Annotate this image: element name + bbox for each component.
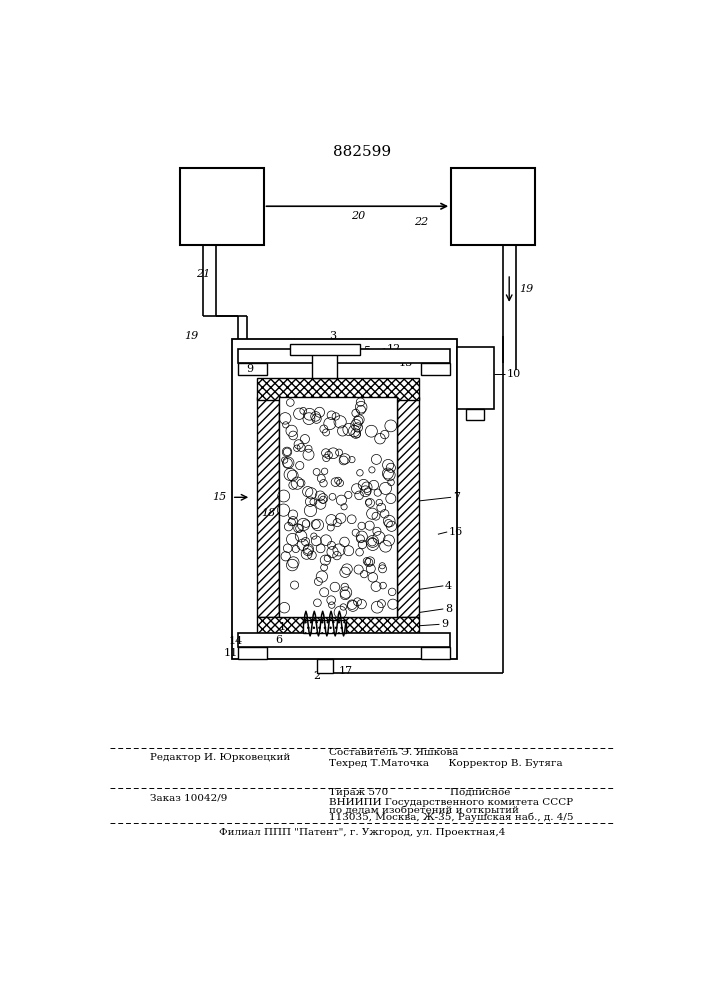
Bar	[466, 409, 484, 420]
Text: 9: 9	[246, 364, 253, 374]
Text: 12: 12	[387, 344, 401, 354]
Text: 1: 1	[279, 622, 286, 632]
Text: Тираж 570                   Подписное: Тираж 570 Подписное	[329, 788, 510, 797]
Text: 14: 14	[229, 636, 243, 646]
Text: по делам изобретений и открытий: по делам изобретений и открытий	[329, 805, 518, 815]
Text: ВНИИПИ Государственного комитета СССР: ВНИИПИ Государственного комитета СССР	[329, 798, 573, 807]
Bar	[232, 339, 457, 659]
Bar	[238, 633, 450, 647]
Bar	[238, 647, 267, 659]
Bar	[238, 349, 450, 363]
Text: 6: 6	[275, 635, 282, 645]
Text: 2: 2	[314, 671, 321, 681]
Bar	[457, 347, 493, 409]
Text: 13: 13	[398, 358, 413, 368]
Bar	[312, 347, 337, 378]
Bar	[303, 620, 346, 633]
Bar	[397, 397, 419, 617]
Text: Заказ 10042/9: Заказ 10042/9	[151, 794, 228, 803]
Text: 19: 19	[519, 284, 533, 294]
Bar	[238, 363, 267, 375]
Text: 16: 16	[449, 527, 463, 537]
Text: 3: 3	[329, 331, 336, 341]
Bar	[257, 617, 419, 636]
Text: 9: 9	[441, 619, 448, 629]
Bar	[279, 397, 397, 617]
Text: 113035, Москва, Ж-35, Раушская наб., д. 4/5: 113035, Москва, Ж-35, Раушская наб., д. …	[329, 813, 573, 822]
Bar	[451, 168, 534, 245]
Text: 22: 22	[414, 217, 428, 227]
Text: 8: 8	[445, 604, 452, 614]
Bar	[180, 168, 264, 245]
Text: 17: 17	[339, 666, 353, 676]
Text: 18: 18	[261, 508, 275, 518]
Bar	[257, 378, 419, 400]
Bar	[421, 647, 450, 659]
Bar	[421, 363, 450, 375]
Text: 5: 5	[363, 346, 370, 356]
Text: 20: 20	[351, 211, 366, 221]
Text: Составитель Э. Яшкова: Составитель Э. Яшкова	[329, 748, 458, 757]
Text: 21: 21	[196, 269, 210, 279]
Bar	[290, 344, 360, 355]
Text: Филиал ППП "Патент", г. Ужгород, ул. Проектная,4: Филиал ППП "Патент", г. Ужгород, ул. Про…	[218, 828, 505, 837]
Text: 10: 10	[507, 369, 521, 379]
Bar	[257, 397, 279, 617]
Bar	[317, 659, 332, 673]
Text: 11: 11	[223, 648, 238, 658]
Text: 4: 4	[445, 581, 452, 591]
Text: 19: 19	[185, 331, 199, 341]
Text: Редактор И. Юрковецкий: Редактор И. Юрковецкий	[151, 753, 291, 762]
Text: Техред Т.Маточка      Корректор В. Бутяга: Техред Т.Маточка Корректор В. Бутяга	[329, 759, 562, 768]
Text: 882599: 882599	[333, 145, 391, 159]
Text: 7: 7	[452, 492, 460, 502]
Text: 15: 15	[212, 492, 226, 502]
